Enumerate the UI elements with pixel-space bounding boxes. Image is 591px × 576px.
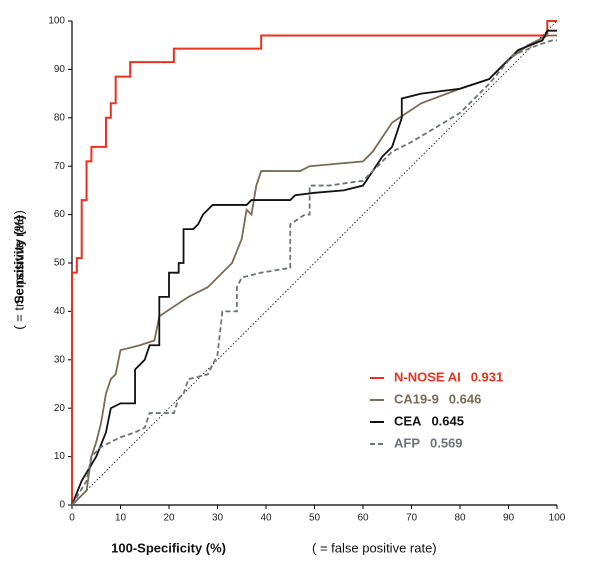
y-tick-label: 50 xyxy=(54,258,66,269)
x-tick-label: 30 xyxy=(212,513,224,524)
y-tick-label: 20 xyxy=(54,403,66,414)
x-tick-label: 100 xyxy=(549,513,566,524)
y-axis-note: ( = true positive rate) xyxy=(11,210,26,330)
roc-curve xyxy=(71,39,557,506)
legend-label: CEA xyxy=(394,413,422,428)
legend-label: AFP xyxy=(394,435,420,450)
x-axis-note: ( = false positive rate) xyxy=(312,540,437,555)
roc-curve xyxy=(71,29,557,506)
y-tick-label: 100 xyxy=(48,16,65,27)
legend-label: CA19-9 xyxy=(394,391,439,406)
y-tick-label: 0 xyxy=(59,500,65,511)
y-tick-label: 10 xyxy=(54,451,66,462)
y-tick-label: 40 xyxy=(54,306,66,317)
x-tick-label: 40 xyxy=(260,513,272,524)
x-tick-label: 80 xyxy=(454,513,466,524)
legend-auc: 0.931 xyxy=(471,369,504,384)
x-tick-label: 70 xyxy=(406,513,418,524)
legend-auc: 0.646 xyxy=(449,391,482,406)
y-tick-label: 80 xyxy=(54,112,66,123)
x-tick-label: 90 xyxy=(503,513,515,524)
x-tick-label: 0 xyxy=(69,513,75,524)
legend-auc: 0.569 xyxy=(430,435,463,450)
legend-auc: 0.645 xyxy=(431,413,464,428)
x-tick-label: 20 xyxy=(163,513,175,524)
y-tick-label: 60 xyxy=(54,209,66,220)
x-tick-label: 60 xyxy=(357,513,369,524)
y-tick-label: 70 xyxy=(54,161,66,172)
x-axis-title: 100-Specificity (%) xyxy=(111,540,226,555)
roc-curve xyxy=(71,34,557,506)
y-tick-label: 90 xyxy=(54,64,66,75)
y-tick-label: 30 xyxy=(54,354,66,365)
x-tick-label: 10 xyxy=(115,513,127,524)
x-tick-label: 50 xyxy=(309,513,321,524)
legend-label: N-NOSE AI xyxy=(394,369,461,384)
y-axis-title: Sensitivity (%) xyxy=(11,215,26,304)
roc-curve xyxy=(71,20,557,505)
reference-diagonal xyxy=(71,20,558,506)
